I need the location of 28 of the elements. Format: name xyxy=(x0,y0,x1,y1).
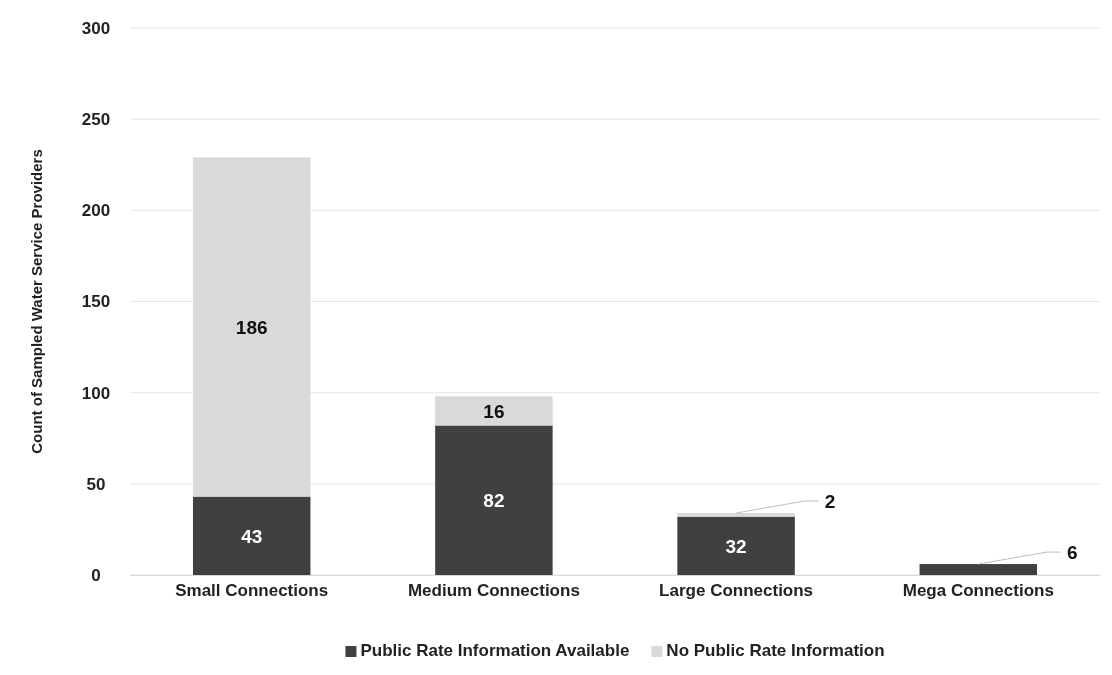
y-tick-label: 100 xyxy=(81,383,111,403)
data-label: 6 xyxy=(1067,542,1078,564)
y-tick-label: 0 xyxy=(91,565,101,585)
data-label: 82 xyxy=(483,490,505,512)
bar xyxy=(919,564,1038,575)
y-tick-label: 150 xyxy=(81,292,111,312)
x-tick-label: Medium Connections xyxy=(407,581,580,600)
y-tick-label: 50 xyxy=(86,474,106,494)
data-label: 2 xyxy=(824,491,836,513)
legend-label: No Public Rate Information xyxy=(666,641,885,660)
y-axis-title: Count of Sampled Water Service Providers xyxy=(28,149,45,454)
data-label: 16 xyxy=(483,400,505,422)
y-tick-label: 200 xyxy=(81,201,111,221)
data-label: 186 xyxy=(235,317,268,339)
bar xyxy=(677,513,795,517)
x-tick-label: Small Connections xyxy=(175,581,329,600)
legend-label: Public Rate Information Available xyxy=(360,641,630,660)
bar xyxy=(192,157,311,497)
y-tick-label: 300 xyxy=(81,18,111,38)
x-tick-label: Large Connections xyxy=(659,581,814,600)
bar xyxy=(677,516,795,575)
bar xyxy=(192,496,311,575)
bar xyxy=(435,425,553,575)
data-label: 43 xyxy=(241,525,263,547)
data-label: 32 xyxy=(725,535,747,557)
bar xyxy=(435,396,553,426)
y-tick-label: 250 xyxy=(81,110,111,130)
x-tick-label: Mega Connections xyxy=(902,581,1054,600)
